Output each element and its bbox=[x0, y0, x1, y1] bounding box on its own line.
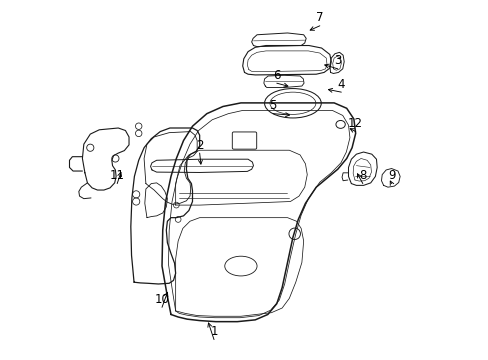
Text: 11: 11 bbox=[109, 169, 124, 182]
Text: 9: 9 bbox=[387, 169, 394, 182]
Text: 2: 2 bbox=[196, 139, 203, 152]
Text: 7: 7 bbox=[315, 12, 323, 24]
Text: 4: 4 bbox=[337, 78, 345, 91]
Text: 1: 1 bbox=[210, 325, 217, 338]
Text: 12: 12 bbox=[347, 117, 363, 130]
Text: 5: 5 bbox=[269, 99, 276, 112]
Text: 10: 10 bbox=[154, 293, 169, 306]
Text: 6: 6 bbox=[272, 69, 280, 82]
Text: 3: 3 bbox=[333, 54, 341, 67]
Text: 8: 8 bbox=[358, 169, 366, 182]
